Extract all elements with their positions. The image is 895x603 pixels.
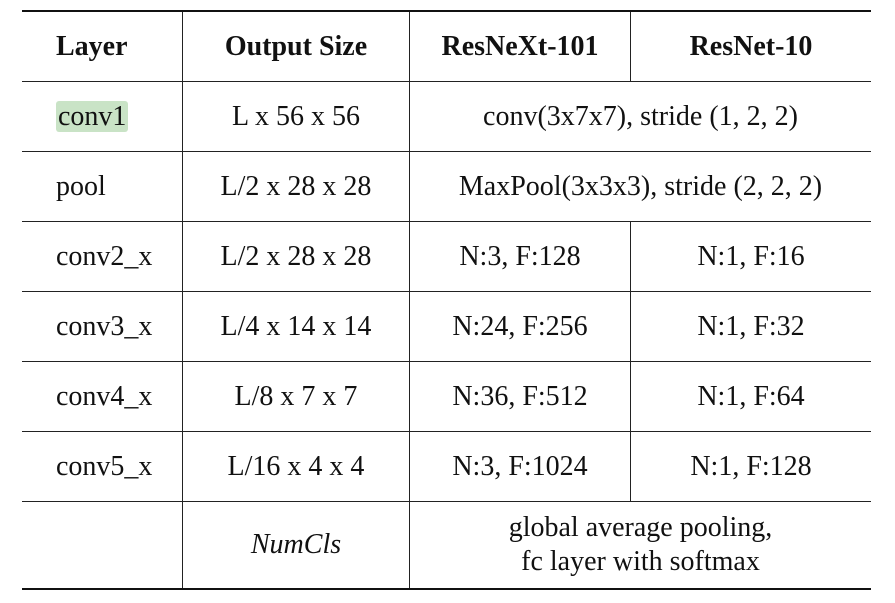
- layer-cell: [22, 501, 183, 590]
- resnet-config-cell: N:1, F:16: [630, 221, 871, 292]
- header-resnext-101: ResNeXt-101: [409, 10, 631, 82]
- output-size-cell: L/8 x 7 x 7: [182, 361, 410, 432]
- architecture-table: Layer Output Size ResNeXt-101 ResNet-10 …: [22, 10, 871, 590]
- output-size-cell: L x 56 x 56: [182, 81, 410, 152]
- resnext-config-cell: N:36, F:512: [409, 361, 631, 432]
- resnet-config-cell: N:1, F:32: [630, 291, 871, 362]
- table-row: NumCls global average pooling, fc layer …: [22, 501, 871, 590]
- resnext-config-cell: N:3, F:128: [409, 221, 631, 292]
- table-row: conv1 L x 56 x 56 conv(3x7x7), stride (1…: [22, 81, 871, 152]
- table-row: conv3_x L/4 x 14 x 14 N:24, F:256 N:1, F…: [22, 291, 871, 362]
- header-layer: Layer: [22, 10, 183, 82]
- architecture-table-wrapper: Layer Output Size ResNeXt-101 ResNet-10 …: [22, 10, 871, 590]
- merged-config-line: fc layer with softmax: [521, 546, 760, 577]
- resnet-config-cell: N:1, F:64: [630, 361, 871, 432]
- highlighted-layer-name: conv1: [56, 100, 129, 132]
- header-output-size: Output Size: [182, 10, 410, 82]
- merged-config-cell: global average pooling, fc layer with so…: [409, 501, 871, 590]
- merged-config-cell: MaxPool(3x3x3), stride (2, 2, 2): [409, 151, 871, 222]
- header-resnet-10: ResNet-10: [630, 10, 871, 82]
- output-size-cell: L/4 x 14 x 14: [182, 291, 410, 362]
- table-row: conv4_x L/8 x 7 x 7 N:36, F:512 N:1, F:6…: [22, 361, 871, 432]
- layer-cell: conv5_x: [22, 431, 183, 502]
- table-row: pool L/2 x 28 x 28 MaxPool(3x3x3), strid…: [22, 151, 871, 222]
- output-size-cell: NumCls: [182, 501, 410, 590]
- resnet-config-cell: N:1, F:128: [630, 431, 871, 502]
- resnext-config-cell: N:24, F:256: [409, 291, 631, 362]
- header-row: Layer Output Size ResNeXt-101 ResNet-10: [22, 10, 871, 82]
- output-size-cell: L/16 x 4 x 4: [182, 431, 410, 502]
- output-size-cell: L/2 x 28 x 28: [182, 221, 410, 292]
- table-row: conv2_x L/2 x 28 x 28 N:3, F:128 N:1, F:…: [22, 221, 871, 292]
- table-row: conv5_x L/16 x 4 x 4 N:3, F:1024 N:1, F:…: [22, 431, 871, 502]
- layer-cell: conv1: [22, 81, 183, 152]
- layer-cell: pool: [22, 151, 183, 222]
- layer-cell: conv3_x: [22, 291, 183, 362]
- layer-cell: conv4_x: [22, 361, 183, 432]
- merged-config-cell: conv(3x7x7), stride (1, 2, 2): [409, 81, 871, 152]
- output-size-cell: L/2 x 28 x 28: [182, 151, 410, 222]
- merged-config-line: global average pooling,: [508, 512, 773, 543]
- layer-cell: conv2_x: [22, 221, 183, 292]
- resnext-config-cell: N:3, F:1024: [409, 431, 631, 502]
